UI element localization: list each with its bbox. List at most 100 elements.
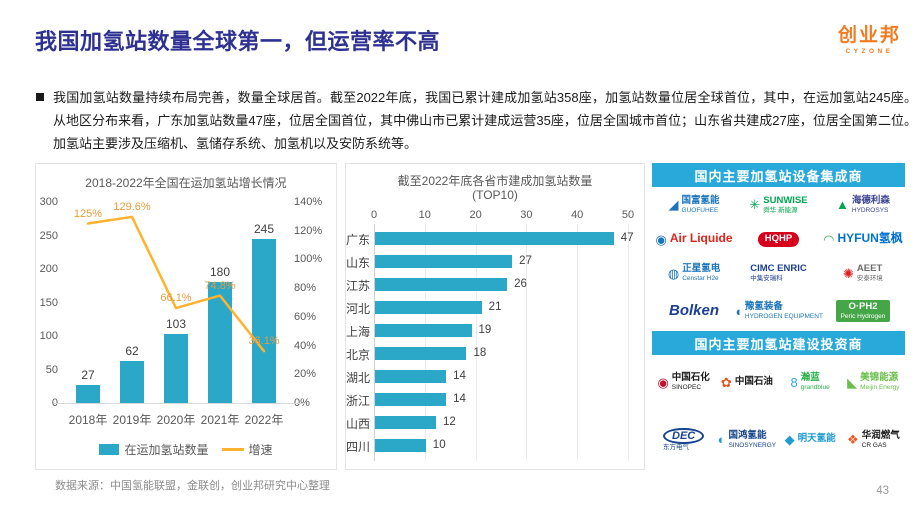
censtar-icon: ◍ <box>667 265 680 281</box>
bar-value-label: 47 <box>620 232 634 244</box>
x-axis-label: 2018年 <box>68 413 108 427</box>
y-axis-left-tick: 50 <box>45 363 58 376</box>
logo-grandblue: 8 瀚蓝 grandblue <box>791 372 830 392</box>
logo-panel: 国内主要加氢站设备集成商 ◢ 国富氢能 GUOFUHEE ✳ SUNWISE 舜华 新能源… <box>652 163 905 470</box>
hqhp-wordmark: HQHP <box>757 231 800 247</box>
growth-chart-card: 2018-2022年全国在运加氢站增长情况 在运加氢站数量 增速 0501001… <box>35 163 337 470</box>
dec-wordmark: DEC 东方电气 <box>663 427 705 452</box>
hydrosys-line1: 海德利森 <box>851 194 890 206</box>
growth-chart-title: 2018-2022年全国在运加氢站增长情况 <box>85 176 287 190</box>
sinosynergy-icon: ◐ <box>717 432 726 448</box>
logo-air-liquide: ◉ Air Liquide <box>655 231 733 247</box>
bar-value-label: 10 <box>432 439 446 451</box>
integrators-logo-grid: ◢ 国富氢能 GUOFUHEE ✳ SUNWISE 舜华 新能源 ▲ 海德利森 HYDROSYS… <box>652 187 905 331</box>
hyfun-icon: ◠ <box>823 231 835 247</box>
guofuhee-wordmark: 国富氢能 GUOFUHEE <box>681 195 720 214</box>
x-axis-tick: 50 <box>621 209 635 221</box>
top10-chart-title: 截至2022年底各省市建成加氢站数量 <box>397 174 593 188</box>
censtar-line2: Censtar H2e <box>682 274 719 282</box>
intro-paragraph: 我国加氢站数量持续布局完善，数量全球居首。截至2022年底，我国已累计建成加氢站… <box>36 86 917 155</box>
page-number: 43 <box>876 485 889 497</box>
sinopec-line1: 中国石化 <box>671 372 710 384</box>
growth-rate-label: 74.8% <box>204 279 236 292</box>
legend-line-label: 增速 <box>248 443 273 457</box>
top10-chart-card: 截至2022年底各省市建成加氢站数量 (TOP10) 0 10 20 30 40 50 广东… <box>345 163 645 470</box>
legend-bar-label: 在运加氢站数量 <box>124 443 209 457</box>
aeet-wordmark: AEET 安泰环境 <box>857 263 883 282</box>
hyfun-line1: HYFUN氢枫 <box>837 231 903 246</box>
mingtian-icon: ◆ <box>784 432 795 448</box>
growth-rate-label: 66.1% <box>160 292 192 305</box>
bar-value-label: 27 <box>519 255 532 267</box>
brand-logo: 创业邦 CYZONE <box>838 20 901 55</box>
sunwise-line2: 舜华 新能源 <box>763 206 798 214</box>
investors-header: 国内主要加氢站建设投资商 <box>652 331 905 355</box>
meijin-wordmark: 美锦能源 Meijin Energy <box>860 372 899 391</box>
mingtian-line1: 明天氢能 <box>797 433 836 445</box>
y-axis-left-tick: 250 <box>39 229 58 242</box>
air-liquide-line1: Air Liquide <box>669 231 733 246</box>
top10-chart-subtitle: (TOP10) <box>472 188 518 202</box>
x-axis-label: 2021年 <box>200 413 240 427</box>
crgas-line1: 华润燃气 <box>861 429 900 441</box>
air-liquide-icon: ◉ <box>655 231 667 247</box>
bullet-marker <box>36 93 44 101</box>
logo-dec: DEC 东方电气 <box>663 427 705 452</box>
bar-2021年 <box>208 282 232 403</box>
gridline <box>628 224 629 461</box>
bolken-line1: Bolken <box>669 302 720 320</box>
bar-value-label: 18 <box>473 347 487 359</box>
investors-logo-grid: ◉ 中国石化 SINOPEC ✿ 中国石油 8 瀚蓝 grandblue ◣ 美锦能源 Meijin… <box>652 355 905 470</box>
logo-meijin: ◣ 美锦能源 Meijin Energy <box>847 372 899 391</box>
logo-peric-ph2: O·PH2 Peric Hydrogen <box>835 299 891 323</box>
growth-rate-label: 129.6% <box>113 200 151 213</box>
y-axis-right-tick: 140% <box>294 196 323 208</box>
dec-line1: DEC <box>663 427 705 445</box>
logo-censtar: ◍ 正星氢电 Censtar H2e <box>667 262 721 282</box>
bar-山东 <box>375 255 513 268</box>
logo-cimc-enric: CIMC ENRIC 中集安瑞科 <box>750 263 806 282</box>
guofuhee-line2: GUOFUHEE <box>681 206 719 214</box>
yuqing-equipment-icon: ◖ <box>734 303 742 319</box>
bar-value-label: 103 <box>165 316 187 331</box>
x-axis-label: 2019年 <box>112 413 152 427</box>
hydrosys-wordmark: 海德利森 HYDROSYS <box>851 194 890 214</box>
bar-value-label: 62 <box>125 344 139 359</box>
sunwise-wordmark: SUNWISE 舜华 新能源 <box>763 194 808 214</box>
gridline <box>475 224 477 461</box>
hydrosys-line2: HYDROSYS <box>851 206 889 214</box>
growth-rate-label: 36.1% <box>248 335 280 348</box>
censtar-line1: 正星氢电 <box>682 262 721 274</box>
x-axis-line <box>54 403 306 404</box>
bar-value-label: 14 <box>453 370 466 382</box>
air-liquide-wordmark: Air Liquide <box>669 231 733 246</box>
gridline <box>424 224 426 461</box>
logo-guofuhee: ◢ 国富氢能 GUOFUHEE <box>669 195 720 214</box>
cnpc-wordmark: 中国石油 <box>735 376 773 388</box>
brand-name: 创业邦 <box>837 25 901 46</box>
sinopec-icon: ◉ <box>657 374 669 390</box>
x-axis-tick: 0 <box>370 209 378 221</box>
sinosynergy-line1: 国鸿氢能 <box>728 429 767 441</box>
bar-2020年 <box>164 333 188 403</box>
growth-rate-label: 125% <box>73 207 103 220</box>
y-axis-right-tick: 40% <box>294 339 317 352</box>
category-label: 湖北 <box>346 371 371 385</box>
bar-value-label: 27 <box>81 367 95 382</box>
y-axis-right-tick: 60% <box>294 310 317 323</box>
logo-cnpc: ✿ 中国石油 <box>721 376 773 389</box>
legend-line-swatch <box>221 448 244 451</box>
aeet-icon: ✺ <box>843 265 854 281</box>
y-axis-right-tick: 80% <box>294 282 317 295</box>
grandblue-line2: grandblue <box>800 384 830 392</box>
censtar-wordmark: 正星氢电 Censtar H2e <box>682 262 721 282</box>
bar-上海 <box>375 324 472 337</box>
bar-value-label: 245 <box>253 221 275 236</box>
logo-hqhp: HQHP <box>757 231 800 247</box>
x-axis-tick: 10 <box>418 209 431 221</box>
intro-text: 我国加氢站数量持续布局完善，数量全球居首。截至2022年底，我国已累计建成加氢站… <box>53 90 917 151</box>
y-axis-left-tick: 300 <box>39 196 58 208</box>
logo-hydrosys: ▲ 海德利森 HYDROSYS <box>836 194 890 214</box>
sunwise-line1: SUNWISE <box>763 194 808 206</box>
